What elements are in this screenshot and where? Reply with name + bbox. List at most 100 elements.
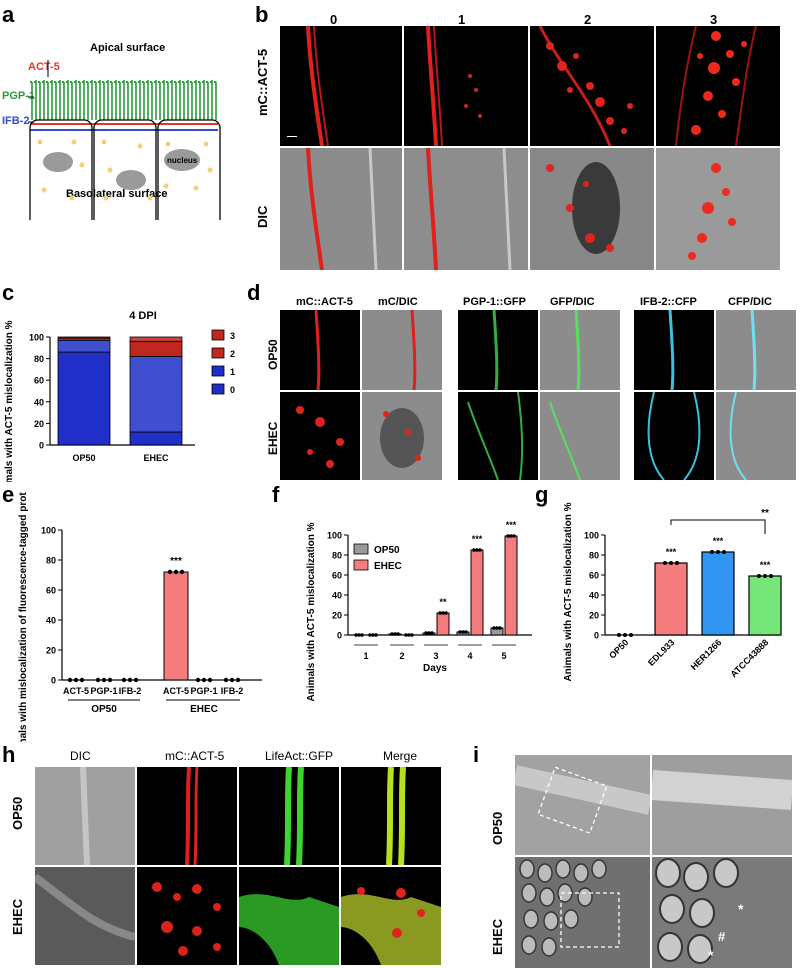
- d-cfp-op50: [634, 310, 714, 390]
- e-point: [95, 677, 101, 683]
- g-point: [716, 550, 720, 554]
- d-col-mcdic: mC/DIC: [378, 296, 418, 308]
- e-point: [79, 677, 85, 683]
- g-point: [669, 561, 673, 565]
- i-mark-star-1: *: [738, 901, 744, 917]
- i-row-op50: OP50: [490, 811, 505, 845]
- ifb2-label: IFB-2: [2, 115, 30, 127]
- f-bar-EHEC-4: [470, 549, 484, 636]
- e-ytick-label: 60: [46, 586, 56, 596]
- g-bar-EDL933: [654, 562, 688, 636]
- f-ytick-label: 20: [332, 611, 342, 621]
- d-col-pgp1: PGP-1::GFP: [463, 296, 526, 308]
- f-ytick-label: 80: [332, 551, 342, 561]
- panel-b-col-0: 0: [330, 12, 338, 27]
- f-point: [404, 633, 408, 637]
- apical-surface-label: Apical surface: [90, 42, 166, 54]
- h-merge-op50: [341, 767, 441, 865]
- g-xlabel: OP50: [607, 637, 630, 660]
- c-ytick-label: 60: [34, 376, 44, 386]
- g-bracket-annotation: **: [761, 508, 769, 519]
- e-point: [207, 677, 213, 683]
- f-point: [498, 626, 502, 630]
- e-point: [235, 677, 241, 683]
- d-col-mc: mC::ACT-5: [296, 296, 353, 308]
- e-point: [73, 677, 79, 683]
- e-point: [127, 677, 133, 683]
- g-point: [663, 561, 667, 565]
- panel-label-e: e: [2, 482, 15, 507]
- i-mark-star-2: *: [708, 947, 714, 963]
- f-point: [458, 630, 462, 634]
- f-point: [410, 633, 414, 637]
- panel-b-col-3: 3: [710, 12, 718, 27]
- g-point: [757, 574, 761, 578]
- g-point: [623, 633, 627, 637]
- d-cfpdic-op50: [716, 310, 796, 390]
- c-legend-swatch-1: [211, 365, 225, 377]
- c-legend-swatch-0: [211, 383, 225, 395]
- f-point: [390, 632, 394, 636]
- e-point: [107, 677, 113, 683]
- nucleus-3: [164, 149, 200, 171]
- f-point: [424, 631, 428, 635]
- f-point: [478, 548, 482, 552]
- cell-3: [157, 119, 221, 220]
- f-xlabel: 2: [399, 651, 404, 661]
- f-point: [464, 630, 468, 634]
- e-ytick-label: 20: [46, 646, 56, 656]
- h-col-dic: DIC: [70, 749, 91, 763]
- d-col-gfpdic: GFP/DIC: [550, 296, 595, 308]
- panel-d: mC::ACT-5 mC/DIC PGP-1::GFP GFP/DIC IFB-…: [266, 290, 800, 480]
- g-ytick-label: 60: [589, 571, 599, 581]
- b-image-mc-3: [656, 26, 780, 146]
- f-point: [475, 548, 479, 552]
- e-bar-3: [163, 571, 189, 681]
- nucleus-1: [43, 152, 73, 172]
- f-point: [374, 633, 378, 637]
- panel-label-b: b: [255, 2, 269, 27]
- e-xlabel: PGP-1: [90, 686, 117, 696]
- c-bar-EHEC-3: [129, 336, 183, 342]
- g-xlabel: EDL933: [646, 637, 676, 667]
- g-ytick-label: 0: [594, 631, 599, 641]
- f-legend-label-EHEC: EHEC: [374, 561, 402, 572]
- g-point: [675, 561, 679, 565]
- c-legend-label-1: 1: [230, 367, 235, 377]
- h-merge-ehec: [341, 867, 441, 965]
- c-legend-label-0: 0: [230, 385, 235, 395]
- chart-e: Animals with mislocalization of fluoresc…: [18, 492, 262, 742]
- f-annotation: ***: [506, 520, 517, 530]
- f-point: [354, 633, 358, 637]
- h-dic-op50: [35, 767, 135, 865]
- g-ytick-label: 80: [589, 551, 599, 561]
- d-gfpdic-op50: [540, 310, 620, 390]
- g-ytick-label: 100: [584, 531, 599, 541]
- f-point: [438, 611, 442, 615]
- f-point: [512, 534, 516, 538]
- e-group-ehec: EHEC: [190, 704, 218, 715]
- f-xlabel: 1: [363, 651, 368, 661]
- g-point: [769, 574, 773, 578]
- c-legend-label-3: 3: [230, 331, 235, 341]
- i-em-ehec-low: [515, 857, 650, 968]
- f-xlabel: 3: [433, 651, 438, 661]
- f-point: [368, 633, 372, 637]
- e-point: [195, 677, 201, 683]
- c-bar-EHEC-0: [129, 431, 183, 446]
- chart-g: Animals with ACT-5 mislocalization % 0 20…: [563, 502, 782, 682]
- e-point: [229, 677, 235, 683]
- e-ytick-label: 0: [51, 676, 56, 686]
- g-xlabel: HER1266: [689, 637, 724, 672]
- f-point: [509, 534, 513, 538]
- f-point: [407, 633, 411, 637]
- c-bar-OP50-3: [57, 336, 111, 339]
- f-point: [492, 626, 496, 630]
- c-legend-label-2: 2: [230, 349, 235, 359]
- d-gfp-op50: [458, 310, 538, 390]
- f-point: [461, 630, 465, 634]
- f-annotation: ***: [472, 534, 483, 544]
- c-bar-EHEC-1: [129, 356, 183, 433]
- e-xlabel: ACT-5: [163, 686, 189, 696]
- panel-h: DIC mC::ACT-5 LifeAct::GFP Merge OP50 EH…: [0, 745, 470, 968]
